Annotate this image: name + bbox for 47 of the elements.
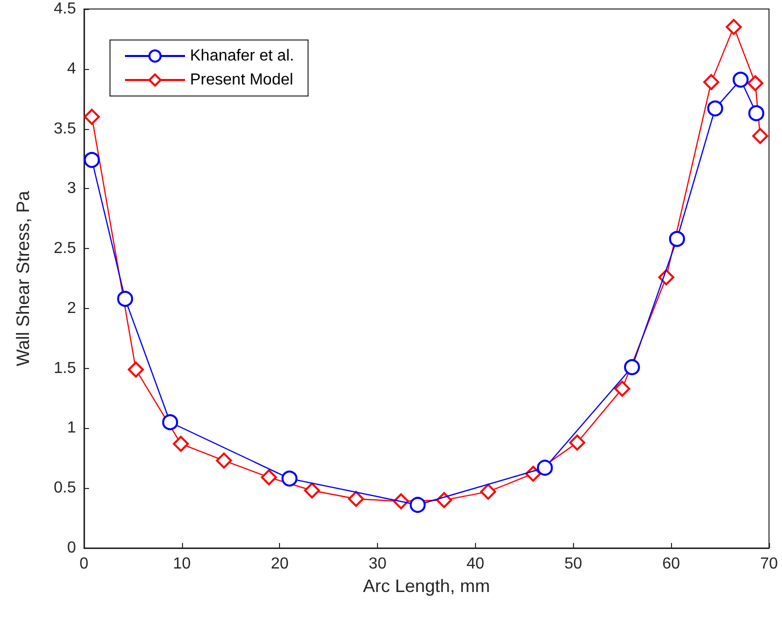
point bbox=[569, 434, 586, 451]
point bbox=[707, 100, 724, 116]
point bbox=[216, 452, 232, 469]
y-tick-label: 1.5 bbox=[54, 360, 76, 377]
point bbox=[726, 18, 742, 35]
x-tick-label: 70 bbox=[760, 556, 778, 572]
y-tick-label: 3.5 bbox=[54, 120, 76, 138]
point bbox=[128, 362, 144, 378]
y-tick-label: 2.5 bbox=[54, 240, 76, 258]
point bbox=[703, 74, 720, 90]
point bbox=[752, 128, 768, 144]
y-tick-label: 3 bbox=[67, 180, 76, 198]
y-tick-label: 4.5 bbox=[54, 0, 76, 18]
x-tick-label: 0 bbox=[80, 556, 89, 572]
x-tick-label: 60 bbox=[662, 556, 680, 572]
point bbox=[747, 75, 764, 92]
y-tick-label: 1 bbox=[67, 420, 76, 437]
x-tick-label: 40 bbox=[466, 556, 484, 572]
point bbox=[348, 490, 364, 507]
point bbox=[172, 436, 189, 452]
point bbox=[480, 484, 496, 500]
x-tick-label: 50 bbox=[564, 556, 582, 572]
point bbox=[117, 290, 134, 307]
point bbox=[84, 152, 100, 168]
point bbox=[260, 469, 277, 486]
y-axis-title: Wall Shear Stress, Pa bbox=[13, 190, 33, 366]
point bbox=[536, 460, 553, 476]
legend-label: Present Model bbox=[190, 72, 294, 88]
y-tick-label: 0 bbox=[67, 540, 76, 556]
x-axis-title: Arc Length, mm bbox=[362, 576, 490, 596]
y-tick-label: 0.5 bbox=[54, 480, 76, 497]
x-tick-label: 30 bbox=[368, 556, 387, 572]
x-tick-label: 20 bbox=[270, 556, 289, 572]
point bbox=[669, 230, 686, 247]
point bbox=[162, 414, 178, 430]
x-tick-label: 10 bbox=[172, 556, 191, 572]
y-tick-label: 4 bbox=[67, 60, 76, 78]
point bbox=[732, 72, 749, 88]
point bbox=[748, 105, 764, 122]
point bbox=[304, 482, 320, 499]
point bbox=[84, 108, 100, 125]
y-tick-label: 2 bbox=[67, 300, 76, 317]
point bbox=[410, 496, 426, 513]
point bbox=[614, 380, 630, 397]
legend-label: Khanafer et al. bbox=[190, 48, 294, 64]
point bbox=[624, 359, 640, 376]
point bbox=[282, 470, 298, 487]
